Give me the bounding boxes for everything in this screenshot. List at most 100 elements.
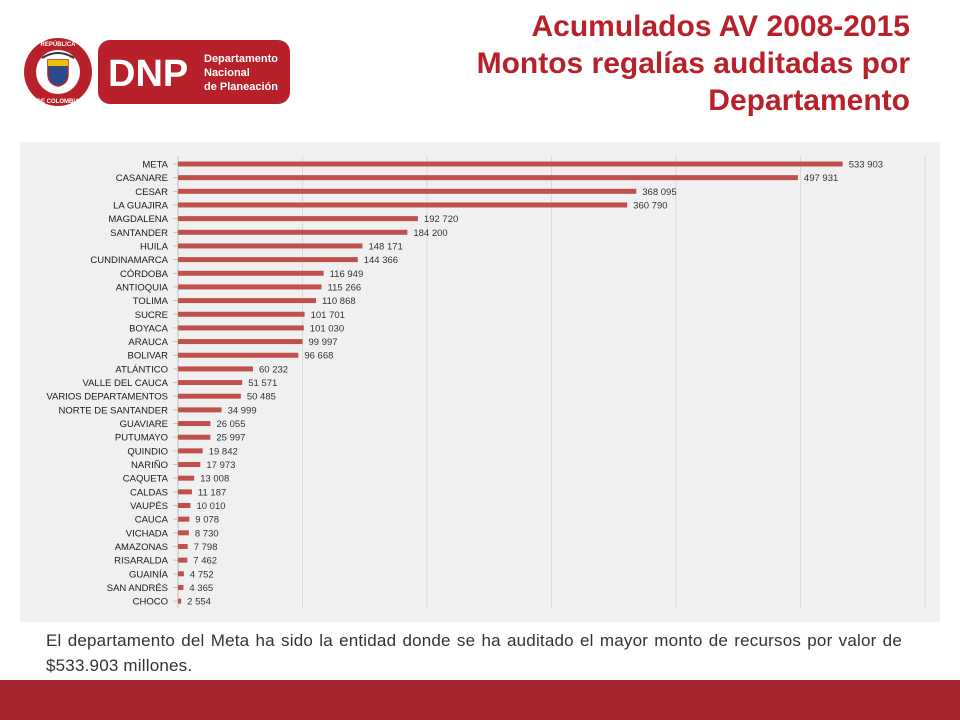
data-label: 34 999 (228, 405, 257, 416)
condor-icon (41, 52, 75, 59)
data-label: 368 095 (642, 187, 676, 198)
bar (178, 598, 182, 604)
category-label: SAN ANDRÉS (107, 583, 168, 594)
category-label: BOLIVAR (128, 351, 169, 362)
category-label: ATLÁNTICO (115, 364, 168, 375)
bar (178, 216, 418, 222)
data-label: 7 462 (193, 556, 217, 567)
category-label: SANTANDER (110, 228, 168, 239)
data-label: 101 701 (311, 310, 345, 321)
bar (178, 503, 191, 508)
data-label: 2 554 (187, 597, 211, 608)
bar (178, 202, 628, 208)
data-label: 51 571 (248, 378, 277, 389)
bar (178, 434, 211, 440)
data-label: 192 720 (424, 214, 458, 225)
caption-text: El departamento del Meta ha sido la enti… (46, 631, 902, 675)
data-label: 497 931 (804, 173, 838, 184)
data-label: 360 790 (633, 200, 667, 211)
category-label: BOYACA (129, 323, 169, 334)
data-label: 101 030 (310, 323, 344, 334)
chart-canvas: META 533 903 CASANARE 497 931 CESAR 368 095 LA… (46, 156, 926, 608)
bar (178, 543, 188, 549)
seal-bottom-text: DE COLOMBIA (37, 99, 80, 105)
data-label: 8 730 (195, 528, 219, 539)
data-label: 4 752 (190, 569, 214, 580)
category-label: CÓRDOBA (120, 269, 169, 280)
bar (178, 380, 243, 386)
bar (178, 489, 192, 495)
category-label: VICHADA (126, 528, 169, 539)
data-label: 10 010 (196, 501, 225, 512)
category-label: CAUCA (135, 515, 169, 526)
category-label: CESAR (135, 187, 168, 198)
category-label: QUINDIO (127, 446, 168, 457)
logo-acronym: DNP (108, 53, 188, 95)
data-label: 4 365 (189, 583, 213, 594)
logo-name-line3: de Planeación (204, 81, 278, 93)
bar (178, 448, 203, 454)
data-label: 19 842 (209, 446, 238, 457)
data-label: 26 055 (216, 419, 245, 430)
data-label: 50 485 (247, 392, 276, 403)
category-label: CALDAS (130, 487, 168, 498)
dnp-logo: REPÚBLICA DE COLOMBIA DNP Departamento N… (22, 36, 292, 108)
data-label: 11 187 (198, 487, 226, 498)
category-label: META (142, 160, 168, 171)
title-line-3: Departamento (708, 84, 910, 117)
coat-of-arms-icon (47, 59, 69, 87)
bar (178, 284, 322, 290)
category-label: RISARALDA (114, 556, 169, 567)
bar (178, 421, 211, 427)
category-label: GUAINÍA (129, 569, 169, 580)
bar (178, 188, 637, 194)
data-label: 96 668 (304, 351, 333, 362)
category-label: NARIÑO (131, 460, 168, 471)
data-label: 9 078 (195, 515, 219, 526)
bar (178, 407, 222, 413)
data-label: 60 232 (259, 364, 288, 375)
data-label: 110 868 (322, 296, 356, 307)
category-label: VARIOS DEPARTAMENTOS (46, 392, 168, 403)
seal-top-text: REPÚBLICA (40, 41, 76, 48)
category-label: GUAVIARE (120, 419, 168, 430)
bar (178, 516, 190, 522)
data-label: 25 997 (216, 433, 245, 444)
category-label: LA GUAJIRA (113, 200, 169, 211)
data-label: 99 997 (308, 337, 337, 348)
data-label: 13 008 (200, 474, 229, 485)
category-label: HUILA (140, 241, 169, 252)
bar (178, 462, 201, 468)
category-label: AMAZONAS (115, 542, 168, 553)
logo-badge (98, 40, 290, 104)
bar (178, 298, 317, 304)
data-label: 184 200 (413, 228, 447, 239)
category-label: CHOCO (133, 597, 168, 608)
bar (178, 270, 324, 276)
bar (178, 311, 305, 317)
logo-name-line2: Nacional (204, 67, 250, 79)
page-title: Acumulados AV 2008-2015 Montos regalías … (350, 8, 910, 119)
bar (178, 325, 304, 331)
bar (178, 557, 188, 563)
title-line-2: Montos regalías auditadas por (476, 47, 910, 80)
category-label: CUNDINAMARCA (90, 255, 168, 266)
bar (178, 571, 184, 577)
category-label: NORTE DE SANTANDER (59, 405, 169, 416)
bar (178, 161, 843, 167)
bar (178, 475, 195, 481)
data-label: 17 973 (206, 460, 235, 471)
bar (178, 393, 241, 399)
data-label: 115 266 (328, 282, 362, 293)
category-label: ARAUCA (128, 337, 168, 348)
category-label: ANTIOQUIA (116, 282, 169, 293)
bar (178, 530, 189, 536)
category-label: VALLE DEL CAUCA (82, 378, 168, 389)
data-label: 148 171 (368, 241, 402, 252)
logo-name-line1: Departamento (204, 53, 278, 65)
category-label: PUTUMAYO (115, 433, 168, 444)
bar (178, 257, 358, 263)
category-label: TOLIMA (133, 296, 169, 307)
bar (178, 352, 299, 358)
title-line-1: Acumulados AV 2008-2015 (531, 10, 910, 43)
